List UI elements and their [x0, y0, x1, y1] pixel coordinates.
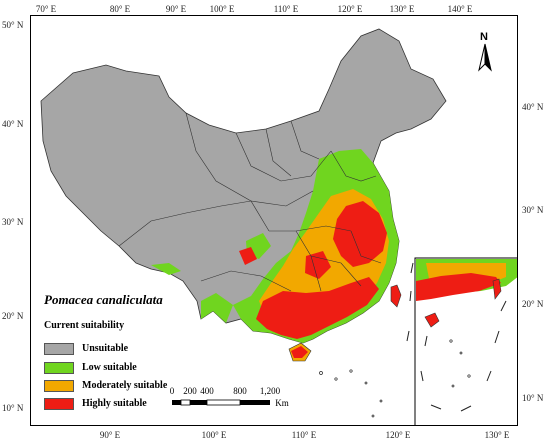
species-title: Pomacea canaliculata [44, 292, 163, 307]
lat-tick-right: 20° N [522, 299, 544, 309]
lon-tick-top: 140° E [447, 4, 473, 14]
lon-tick-bottom: 120° E [385, 430, 411, 440]
legend-swatch-high [44, 397, 74, 410]
legend-label: Moderately suitable [82, 380, 168, 391]
south-china-sea-line [406, 262, 414, 342]
scale-label: 1,200 [259, 386, 281, 396]
lon-tick-bottom: 100° E [201, 430, 227, 440]
inset-hainan [424, 312, 440, 328]
scale-label: 200 [183, 386, 197, 396]
scale-label: 400 [200, 386, 214, 396]
scale-bar: 0 200 400 800 1,200 Km [169, 386, 289, 412]
lat-tick-left: 10° N [2, 403, 24, 413]
legend-label: Highly suitable [82, 398, 147, 409]
inset-islets [449, 339, 471, 388]
scale-label: 800 [233, 386, 247, 396]
legend-item-unsuitable: Unsuitable [44, 341, 128, 356]
lon-tick-top: 110° E [273, 4, 299, 14]
north-label: N [480, 31, 488, 43]
lat-tick-right: 40° N [522, 102, 544, 112]
inset-dashed-line [420, 300, 507, 412]
north-arrow-icon [478, 43, 492, 72]
suitability-map [40, 28, 517, 425]
legend-swatch-unsuitable [44, 342, 74, 355]
province-boundaries [118, 112, 382, 292]
high-suitable-south-coast [256, 277, 379, 339]
lat-tick-left: 20° N [2, 311, 24, 321]
scale-label: 0 [169, 386, 175, 396]
scale-unit: Km [275, 398, 289, 408]
legend-label: Low suitable [82, 362, 137, 373]
legend-swatch-moderate [44, 379, 74, 392]
lat-tick-left: 30° N [2, 217, 24, 227]
lon-tick-top: 120° E [337, 4, 363, 14]
taiwan-island [390, 284, 402, 308]
legend-label: Unsuitable [82, 343, 129, 354]
lon-tick-top: 100° E [209, 4, 235, 14]
lon-tick-top: 80° E [109, 4, 131, 14]
lat-tick-right: 10° N [522, 393, 544, 403]
lat-tick-left: 50° N [2, 20, 24, 30]
high-suitable-yangtze [333, 201, 387, 267]
scale-bar-graphic [172, 399, 270, 406]
inset-taiwan [492, 278, 502, 300]
legend-item-high: Highly suitable [44, 396, 147, 411]
inset-mainland-high [416, 273, 501, 301]
islets [319, 369, 383, 418]
lon-tick-top: 90° E [165, 4, 187, 14]
legend-title: Current suitability [44, 320, 125, 331]
low-suitable-southwest [201, 293, 233, 323]
lon-tick-bottom: 130° E [484, 430, 510, 440]
hainan-high-suitable [291, 346, 308, 358]
legend-swatch-low [44, 361, 74, 374]
legend-item-low: Low suitable [44, 360, 137, 375]
lat-tick-left: 40° N [2, 119, 24, 129]
lon-tick-bottom: 90° E [99, 430, 121, 440]
high-suitable-yunnan-patch [239, 247, 257, 265]
low-suitable-tibet-edge [151, 263, 181, 275]
lon-tick-top: 130° E [389, 4, 415, 14]
lon-tick-bottom: 110° E [291, 430, 317, 440]
lon-tick-top: 70° E [35, 4, 57, 14]
legend-item-moderate: Moderately suitable [44, 378, 167, 393]
lat-tick-right: 30° N [522, 205, 544, 215]
map-frame [30, 15, 518, 426]
